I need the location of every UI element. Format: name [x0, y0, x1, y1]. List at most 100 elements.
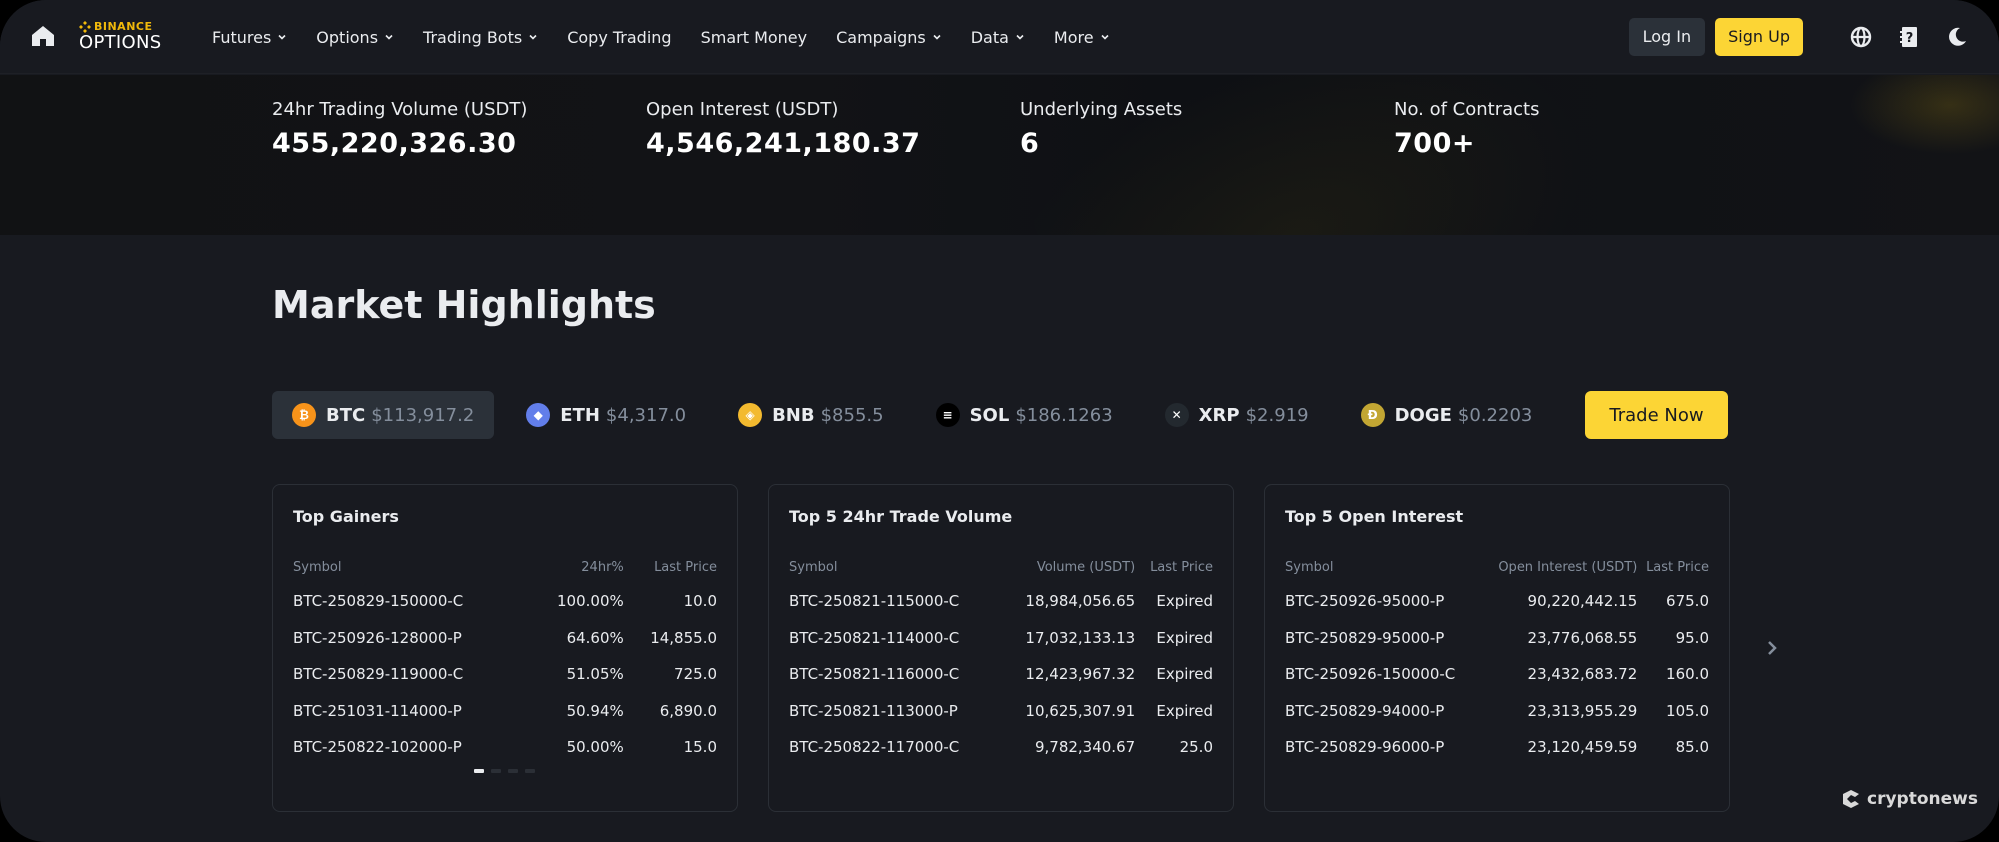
top-nav: BINANCE OPTIONS Futures Options Trading Bo… [0, 0, 1999, 74]
pagination-dot[interactable] [491, 769, 501, 773]
nav-item-options[interactable]: Options [316, 28, 394, 47]
table-cell: BTC-250821-114000-C [789, 628, 960, 647]
card-title: Top 5 24hr Trade Volume [789, 507, 1013, 526]
asset-price: $4,317.0 [605, 404, 687, 426]
nav-actions: Log In Sign Up ? [1628, 0, 1969, 74]
table-row[interactable]: BTC-250821-116000-C 12,423,967.32 Expired [789, 656, 1213, 693]
table-cell: BTC-250821-115000-C [789, 592, 960, 611]
asset-tab-eth[interactable]: ◆ ETH $4,317.0 [506, 391, 706, 439]
stat-value: 4,546,241,180.37 [646, 128, 921, 159]
table-row[interactable]: BTC-250821-113000-P 10,625,307.91 Expired [789, 693, 1213, 730]
globe-icon[interactable] [1849, 25, 1873, 49]
column-header: 24hr% [581, 560, 624, 575]
moon-icon[interactable] [1945, 25, 1969, 49]
card-table: Symbol Volume (USDT) Last Price BTC-250821-… [789, 560, 1213, 766]
column-header: Symbol [293, 560, 342, 575]
table-row[interactable]: BTC-250821-115000-C 18,984,056.65 Expired [789, 583, 1213, 620]
table-cell: 12,423,967.32 [1025, 665, 1136, 684]
table-cell: 23,432,683.72 [1527, 665, 1638, 684]
table-cell: 90,220,442.15 [1527, 592, 1638, 611]
asset-price: $0.2203 [1457, 404, 1533, 426]
table-cell: BTC-250829-119000-C [293, 665, 464, 684]
table-cell: 50.94% [566, 701, 624, 720]
table-row[interactable]: BTC-250829-95000-P 23,776,068.55 95.0 [1285, 620, 1709, 657]
pagination-dot[interactable] [474, 769, 484, 773]
column-header: Last Price [654, 560, 717, 575]
table-row[interactable]: BTC-250829-119000-C 51.05% 725.0 [293, 656, 717, 693]
column-header: Open Interest (USDT) [1498, 560, 1638, 575]
banner-decoration [1850, 75, 1999, 155]
nav-item-copy-trading[interactable]: Copy Trading [567, 28, 671, 47]
table-cell: Expired [1156, 628, 1213, 647]
stats-banner: 24hr Trading Volume (USDT) 455,220,326.3… [0, 75, 1999, 235]
table-cell: 10,625,307.91 [1025, 701, 1136, 720]
svg-text:?: ? [1906, 31, 1914, 46]
table-cell: Expired [1156, 592, 1213, 611]
asset-tab-bnb[interactable]: ◈ BNB $855.5 [718, 391, 904, 439]
table-cell: 105.0 [1666, 701, 1709, 720]
table-cell: BTC-250822-117000-C [789, 738, 960, 757]
table-row[interactable]: BTC-250822-102000-P 50.00% 15.0 [293, 729, 717, 766]
asset-price: $113,917.2 [371, 404, 475, 426]
trade-now-button[interactable]: Trade Now [1585, 391, 1728, 439]
pagination-dot[interactable] [525, 769, 535, 773]
eth-coin-icon: ◆ [526, 403, 551, 427]
table-cell: BTC-250926-95000-P [1285, 592, 1445, 611]
asset-tab-xrp[interactable]: ✕ XRP $2.919 [1145, 391, 1329, 439]
nav-item-label: Futures [212, 27, 272, 47]
help-book-icon[interactable]: ? [1897, 25, 1921, 49]
asset-symbol: DOGE [1394, 404, 1452, 426]
nav-item-label: Copy Trading [567, 27, 672, 47]
table-row[interactable]: BTC-250821-114000-C 17,032,133.13 Expired [789, 620, 1213, 657]
table-cell: Expired [1156, 665, 1213, 684]
pagination-dot[interactable] [508, 769, 518, 773]
nav-item-campaigns[interactable]: Campaigns [836, 28, 942, 47]
table-row[interactable]: BTC-250926-150000-C 23,432,683.72 160.0 [1285, 656, 1709, 693]
stat-trading-volume: 24hr Trading Volume (USDT) 455,220,326.3… [272, 99, 527, 159]
table-row[interactable]: BTC-250926-95000-P 90,220,442.15 675.0 [1285, 583, 1709, 620]
watermark-text: cryptonews [1867, 789, 1978, 809]
chevron-down-icon [1016, 34, 1024, 40]
table-cell: BTC-250829-94000-P [1285, 701, 1445, 720]
table-cell: 9,782,340.67 [1034, 738, 1136, 757]
binance-options-logo[interactable]: BINANCE OPTIONS [79, 20, 189, 56]
nav-item-trading-bots[interactable]: Trading Bots [423, 28, 538, 47]
asset-tab-sol[interactable]: ≡ SOL $186.1263 [916, 391, 1133, 439]
nav-item-data[interactable]: Data [971, 28, 1025, 47]
chevron-down-icon [1101, 34, 1109, 40]
bnb-coin-icon: ◈ [738, 403, 763, 427]
pagination-dots [474, 769, 535, 773]
stat-label: No. of Contracts [1394, 99, 1540, 120]
table-cell: 23,313,955.29 [1527, 701, 1638, 720]
nav-item-futures[interactable]: Futures [212, 28, 287, 47]
column-header: Last Price [1646, 560, 1709, 575]
table-row[interactable]: BTC-250829-94000-P 23,313,955.29 105.0 [1285, 693, 1709, 730]
table-row[interactable]: BTC-250829-96000-P 23,120,459.59 85.0 [1285, 729, 1709, 766]
asset-symbol: BNB [772, 404, 815, 426]
column-header: Symbol [789, 560, 838, 575]
asset-tab-doge[interactable]: Ð DOGE $0.2203 [1341, 391, 1553, 439]
section-title: Market Highlights [272, 283, 656, 327]
table-header-row: Symbol Open Interest (USDT) Last Price [1285, 560, 1709, 583]
table-cell: 51.05% [566, 665, 624, 684]
table-cell: 6,890.0 [659, 701, 717, 720]
table-row[interactable]: BTC-250926-128000-P 64.60% 14,855.0 [293, 620, 717, 657]
stat-value: 6 [1020, 128, 1040, 159]
table-row[interactable]: BTC-250829-150000-C 100.00% 10.0 [293, 583, 717, 620]
chevron-right-icon[interactable] [1764, 639, 1780, 657]
asset-price: $2.919 [1245, 404, 1309, 426]
table-cell: BTC-251031-114000-P [293, 701, 462, 720]
table-cell: 25.0 [1179, 738, 1213, 757]
login-button[interactable]: Log In [1628, 18, 1706, 56]
chevron-down-icon [933, 34, 941, 40]
stat-value: 455,220,326.30 [272, 128, 517, 159]
signup-button[interactable]: Sign Up [1715, 18, 1803, 56]
asset-tab-btc[interactable]: ₿ BTC $113,917.2 [272, 391, 495, 439]
home-icon[interactable] [30, 24, 56, 48]
table-row[interactable]: BTC-251031-114000-P 50.94% 6,890.0 [293, 693, 717, 730]
nav-item-more[interactable]: More [1054, 28, 1110, 47]
nav-item-smart-money[interactable]: Smart Money [701, 28, 808, 47]
table-row[interactable]: BTC-250822-117000-C 9,782,340.67 25.0 [789, 729, 1213, 766]
cryptonews-logo-icon [1843, 790, 1859, 808]
